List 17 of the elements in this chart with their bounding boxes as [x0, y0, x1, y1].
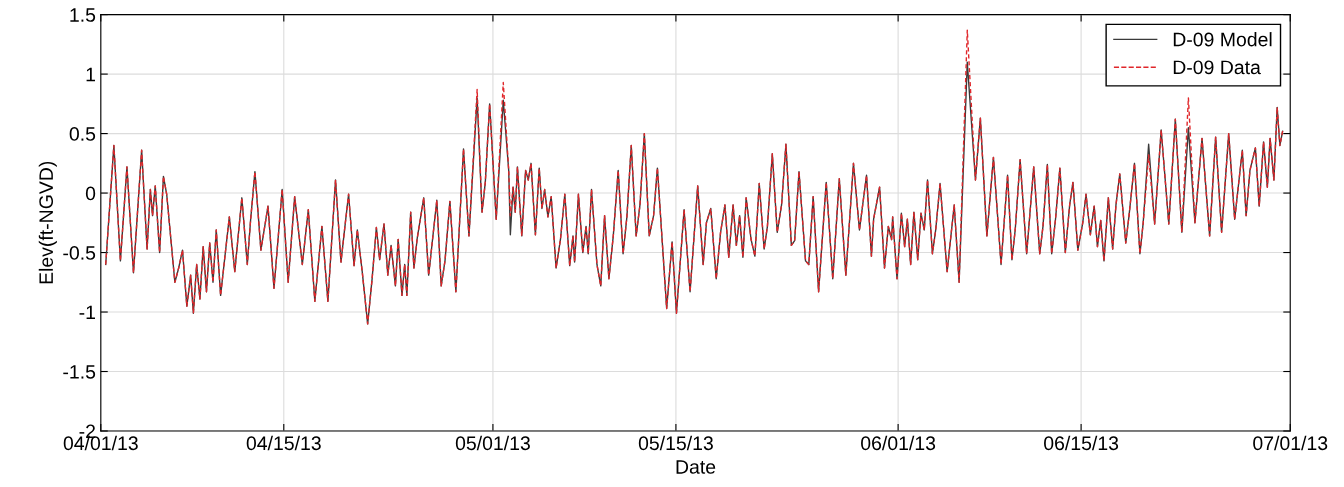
x-tick-label: 05/15/13: [638, 435, 713, 451]
x-axis-title: Date: [676, 460, 716, 474]
x-tick-label: 05/01/13: [455, 435, 530, 451]
legend-label: D-09 Model: [1173, 32, 1272, 47]
y-axis-title: Elev(ft-NGVD): [38, 161, 57, 284]
x-tick-label: 04/15/13: [246, 435, 321, 451]
y-tick-label: 1: [86, 67, 95, 82]
x-tick-label: 07/01/13: [1253, 435, 1328, 451]
y-tick-label: 0.5: [69, 127, 96, 141]
legend-label: D-09 Data: [1173, 60, 1261, 75]
y-tick-label: 1.5: [70, 8, 96, 22]
x-tick-label: 06/15/13: [1044, 435, 1119, 451]
y-tick-label: 0: [85, 186, 96, 201]
y-tick-label: -0.5: [63, 246, 96, 260]
x-tick-label: 06/01/13: [861, 435, 936, 451]
y-tick-label: -1: [79, 305, 95, 320]
y-tick-label: -1.5: [63, 365, 96, 379]
